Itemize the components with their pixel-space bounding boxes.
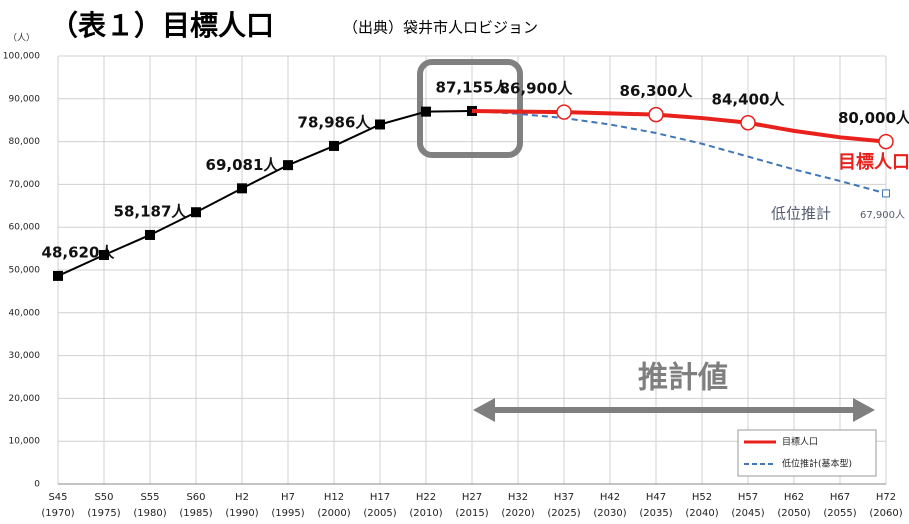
point-marker: [99, 250, 109, 261]
chart-title: （表１）目標人口: [50, 9, 274, 42]
point-marker: [329, 140, 339, 151]
point-marker: [53, 270, 63, 281]
y-tick-label: 80,000: [9, 137, 41, 147]
x-tick-label: H37: [554, 492, 574, 503]
series-line: [471, 108, 887, 144]
legend-label: 目標人口: [782, 436, 818, 448]
x-tick-label: H67: [830, 492, 850, 503]
y-tick-label: 40,000: [9, 308, 41, 318]
x-tick-year: (2040): [685, 508, 718, 519]
point-marker: [421, 106, 431, 117]
data-label: 48,620人: [42, 243, 116, 261]
x-tick-label: H52: [692, 492, 712, 503]
point-marker: [878, 133, 894, 150]
x-tick-label: S60: [186, 492, 205, 503]
point-marker: [648, 106, 664, 123]
highlight-box: [417, 59, 523, 158]
data-label: 58,187人: [114, 202, 188, 220]
point-marker: [237, 183, 247, 194]
data-label: 78,986人: [298, 113, 372, 131]
series-line: [57, 109, 473, 277]
data-label: 69,081人: [206, 156, 280, 174]
x-tick-year: (1970): [41, 508, 74, 519]
annotation: 低位推計: [771, 205, 831, 223]
legend-box: [737, 429, 877, 477]
x-tick-year: (2060): [869, 508, 902, 519]
x-tick-year: (2025): [547, 508, 580, 519]
y-tick-label: 20,000: [9, 394, 41, 404]
arrow-head: [473, 398, 495, 422]
x-tick-year: (2050): [777, 508, 810, 519]
x-tick-label: H47: [646, 492, 666, 503]
legend-label: 低位推計(基本型): [782, 458, 852, 470]
x-tick-year: (2010): [409, 508, 442, 519]
y-tick-label: 10,000: [9, 437, 41, 447]
data-label: 86,900人: [500, 80, 574, 98]
x-tick-label: H32: [508, 492, 528, 503]
y-tick-label: 60,000: [9, 223, 41, 233]
annotation: 67,900人: [860, 209, 905, 221]
x-tick-label: H17: [370, 492, 390, 503]
x-tick-label: H22: [416, 492, 436, 503]
arrow-head: [853, 398, 875, 422]
y-tick-label: 100,000: [3, 52, 40, 62]
y-tick-label: 70,000: [9, 180, 41, 190]
x-tick-label: S55: [140, 492, 159, 503]
x-tick-year: (2055): [823, 508, 856, 519]
series-line: [471, 109, 887, 195]
x-tick-year: (2030): [593, 508, 626, 519]
x-tick-year: (2015): [455, 508, 488, 519]
data-label: 86,300人: [620, 82, 694, 100]
y-tick-label: 90,000: [9, 94, 41, 104]
x-tick-label: H72: [876, 492, 896, 503]
x-tick-year: (2045): [731, 508, 764, 519]
x-tick-label: H2: [235, 492, 249, 503]
annotation: 推計値: [638, 361, 728, 396]
y-unit: （人）: [8, 33, 35, 44]
x-tick-label: S45: [48, 492, 67, 503]
x-tick-label: H57: [738, 492, 758, 503]
chart-subtitle: （出典）袋井市人ロビジョン: [343, 19, 538, 37]
point-marker: [375, 119, 385, 130]
annotation: 目標人口: [838, 151, 909, 173]
data-label: 87,155人: [436, 78, 510, 96]
x-tick-year: (2035): [639, 508, 672, 519]
x-tick-year: (1980): [133, 508, 166, 519]
x-tick-year: (1995): [271, 508, 304, 519]
point-marker: [283, 160, 293, 171]
x-tick-label: H62: [784, 492, 804, 503]
x-tick-label: H27: [462, 492, 482, 503]
x-tick-year: (2000): [317, 508, 350, 519]
x-tick-label: H42: [600, 492, 620, 503]
x-tick-year: (2005): [363, 508, 396, 519]
point-marker: [740, 115, 756, 131]
y-tick-label: 0: [34, 480, 40, 490]
point-marker: [145, 229, 155, 240]
point-marker: [882, 189, 890, 198]
x-tick-year: (1975): [87, 508, 120, 519]
y-tick-label: 50,000: [9, 266, 41, 276]
x-tick-year: (1990): [225, 508, 258, 519]
point-marker: [191, 207, 201, 218]
y-tick-label: 30,000: [9, 351, 41, 361]
point-marker: [556, 104, 572, 120]
x-tick-label: S50: [94, 492, 113, 503]
x-tick-label: H7: [281, 492, 295, 503]
data-label: 80,000人: [838, 109, 909, 127]
x-tick-label: H12: [324, 492, 344, 503]
data-label: 84,400人: [712, 90, 786, 108]
x-tick-year: (1985): [179, 508, 212, 519]
x-tick-year: (2020): [501, 508, 534, 519]
